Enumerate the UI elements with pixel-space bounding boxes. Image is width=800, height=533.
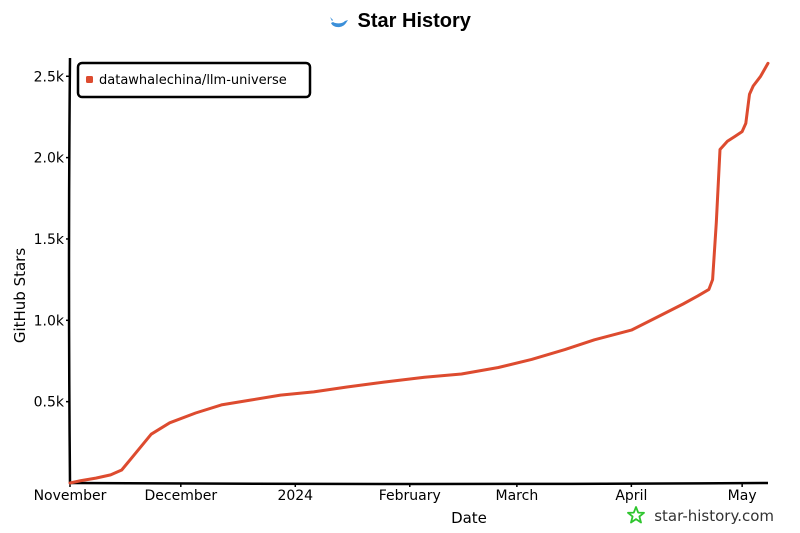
x-tick-label: May — [728, 488, 757, 504]
chart-title: Star History — [357, 10, 471, 32]
legend-box — [76, 61, 312, 99]
y-tick-label: 1.5k — [34, 232, 65, 248]
x-tick-label: November — [34, 488, 107, 504]
legend-label: datawhalechina/llm-universe — [99, 73, 287, 88]
y-tick-label: 1.0k — [34, 313, 65, 329]
x-axis-line — [69, 481, 769, 486]
watermark[interactable]: star-history.com — [627, 506, 774, 525]
y-tick-label: 2.0k — [34, 151, 65, 167]
legend-swatch — [86, 76, 93, 83]
y-tick-label: 2.5k — [34, 69, 65, 85]
y-axis-line — [67, 57, 72, 484]
x-tick-label: December — [144, 488, 217, 504]
x-axis-title: Date — [451, 509, 487, 527]
series-line — [68, 61, 770, 485]
watermark-text: star-history.com — [654, 507, 774, 525]
y-tick-label: 0.5k — [34, 395, 65, 411]
chart-title-bar: Star History — [0, 10, 800, 33]
x-tick-label: March — [496, 488, 539, 504]
whale-icon — [330, 16, 349, 27]
x-tick-label: February — [379, 488, 441, 504]
x-tick-label: 2024 — [277, 488, 313, 504]
y-axis-title: GitHub Stars — [11, 248, 29, 344]
star-icon — [627, 506, 646, 524]
x-tick-label: April — [615, 488, 647, 504]
